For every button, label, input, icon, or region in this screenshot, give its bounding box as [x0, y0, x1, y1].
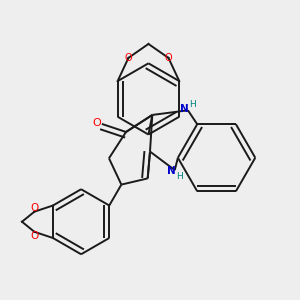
Text: O: O: [30, 203, 38, 213]
Text: O: O: [30, 230, 38, 241]
Text: H: H: [189, 100, 196, 109]
Text: N: N: [167, 167, 176, 176]
Text: N: N: [180, 104, 189, 114]
Text: O: O: [124, 53, 132, 63]
Text: H: H: [176, 172, 182, 181]
Text: O: O: [165, 53, 172, 63]
Text: O: O: [93, 118, 102, 128]
